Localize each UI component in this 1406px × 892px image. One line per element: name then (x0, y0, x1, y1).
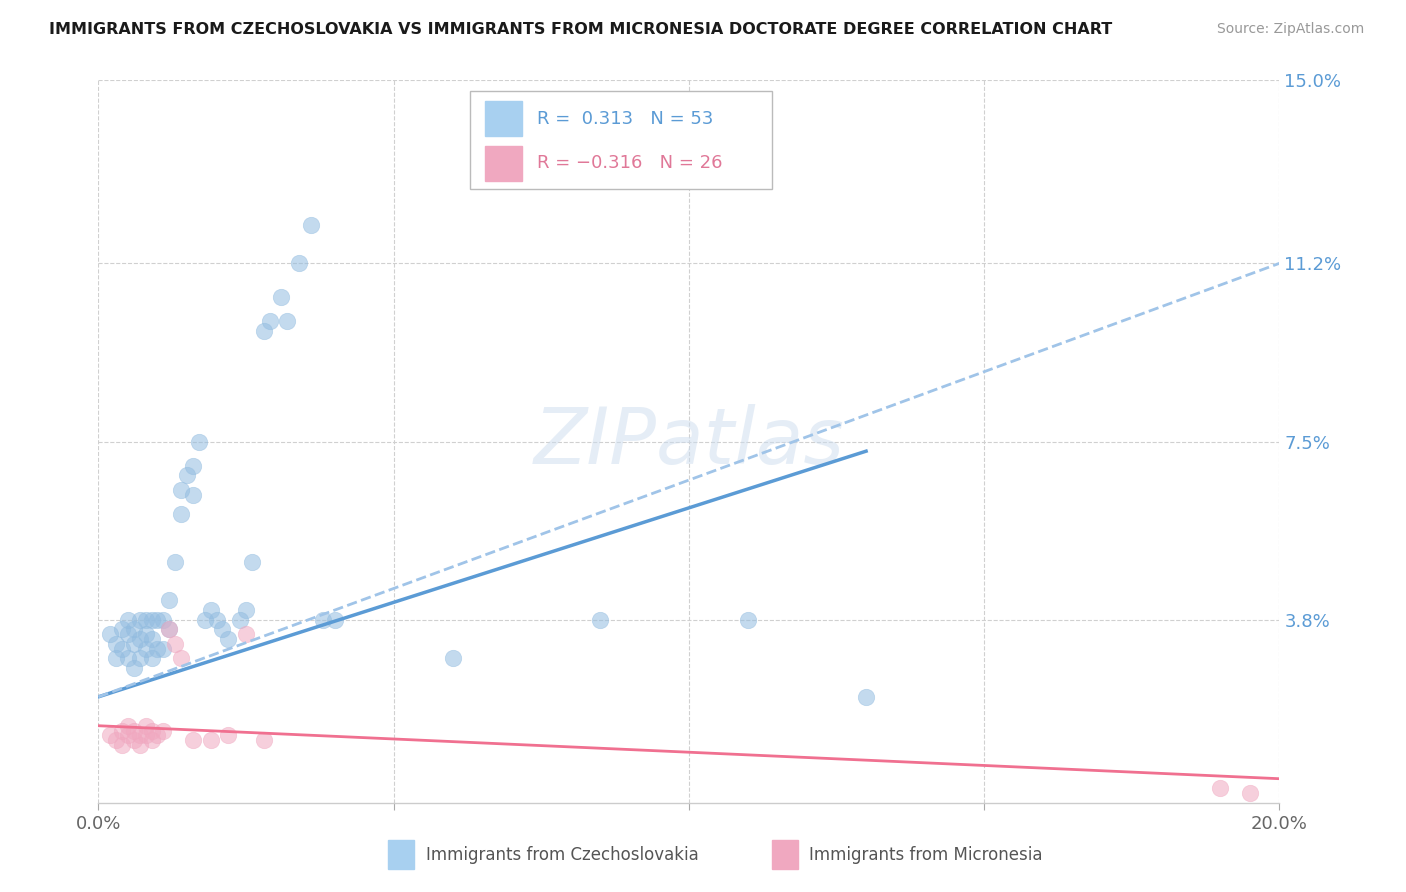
Point (141, 613, 163, 627)
Point (152, 613, 174, 627)
Point (105, 637, 128, 651)
FancyBboxPatch shape (388, 840, 413, 870)
Point (323, 613, 346, 627)
Point (111, 641, 134, 656)
Text: R =  0.313   N = 53: R = 0.313 N = 53 (537, 110, 713, 128)
Point (170, 483, 193, 497)
Point (165, 555, 187, 569)
Point (157, 593, 180, 607)
Point (270, 290, 292, 304)
Point (117, 728, 139, 742)
Point (165, 637, 187, 651)
Point (122, 661, 145, 675)
Point (1209, 781, 1232, 796)
Point (176, 468, 198, 483)
Point (117, 627, 139, 641)
Text: ZIPatlas: ZIPatlas (533, 403, 845, 480)
Point (111, 738, 134, 752)
Point (855, 690, 877, 704)
Point (229, 613, 252, 627)
Point (146, 728, 169, 742)
Point (135, 728, 157, 742)
Point (181, 458, 204, 473)
Point (128, 728, 150, 742)
Point (152, 723, 174, 738)
Point (122, 637, 145, 651)
Point (117, 613, 139, 627)
Point (276, 314, 298, 328)
Point (259, 314, 281, 328)
Point (111, 723, 134, 738)
Point (135, 627, 157, 641)
Point (128, 651, 150, 665)
Point (122, 623, 145, 637)
Point (111, 623, 134, 637)
Point (146, 641, 169, 656)
Point (181, 733, 204, 747)
Point (441, 651, 464, 665)
Point (235, 603, 257, 617)
Point (141, 632, 163, 646)
Point (128, 738, 150, 752)
Point (128, 613, 150, 627)
Point (170, 651, 193, 665)
Point (253, 324, 276, 338)
Point (141, 651, 163, 665)
Point (135, 719, 157, 733)
FancyBboxPatch shape (485, 101, 523, 136)
Point (211, 623, 233, 637)
Point (235, 627, 257, 641)
Point (117, 719, 139, 733)
Text: Immigrants from Micronesia: Immigrants from Micronesia (810, 846, 1043, 863)
Point (187, 434, 209, 449)
Point (98, 627, 121, 641)
Point (299, 218, 322, 232)
FancyBboxPatch shape (471, 91, 772, 189)
FancyBboxPatch shape (772, 840, 797, 870)
Point (217, 632, 239, 646)
Point (1239, 786, 1261, 800)
Point (105, 733, 128, 747)
Point (135, 613, 157, 627)
Point (157, 623, 180, 637)
Text: IMMIGRANTS FROM CZECHOSLOVAKIA VS IMMIGRANTS FROM MICRONESIA DOCTORATE DEGREE CO: IMMIGRANTS FROM CZECHOSLOVAKIA VS IMMIGR… (49, 22, 1112, 37)
Point (141, 733, 163, 747)
Point (240, 555, 263, 569)
Text: Source: ZipAtlas.com: Source: ZipAtlas.com (1216, 22, 1364, 37)
Point (217, 728, 239, 742)
Point (181, 487, 204, 501)
Point (737, 613, 759, 627)
Point (194, 613, 217, 627)
Point (589, 613, 612, 627)
Point (205, 613, 228, 627)
Point (253, 733, 276, 747)
Point (157, 623, 180, 637)
Point (200, 603, 222, 617)
Point (312, 613, 335, 627)
Point (122, 733, 145, 747)
Point (288, 256, 311, 270)
Point (135, 641, 157, 656)
Text: Immigrants from Czechoslovakia: Immigrants from Czechoslovakia (426, 846, 699, 863)
Point (105, 651, 128, 665)
Text: R = −0.316   N = 26: R = −0.316 N = 26 (537, 154, 723, 172)
Point (122, 723, 145, 738)
Point (152, 641, 174, 656)
FancyBboxPatch shape (485, 146, 523, 181)
Point (98, 728, 121, 742)
Point (141, 723, 163, 738)
Point (128, 632, 150, 646)
Point (117, 651, 139, 665)
Point (146, 613, 169, 627)
Point (200, 733, 222, 747)
Point (170, 507, 193, 521)
